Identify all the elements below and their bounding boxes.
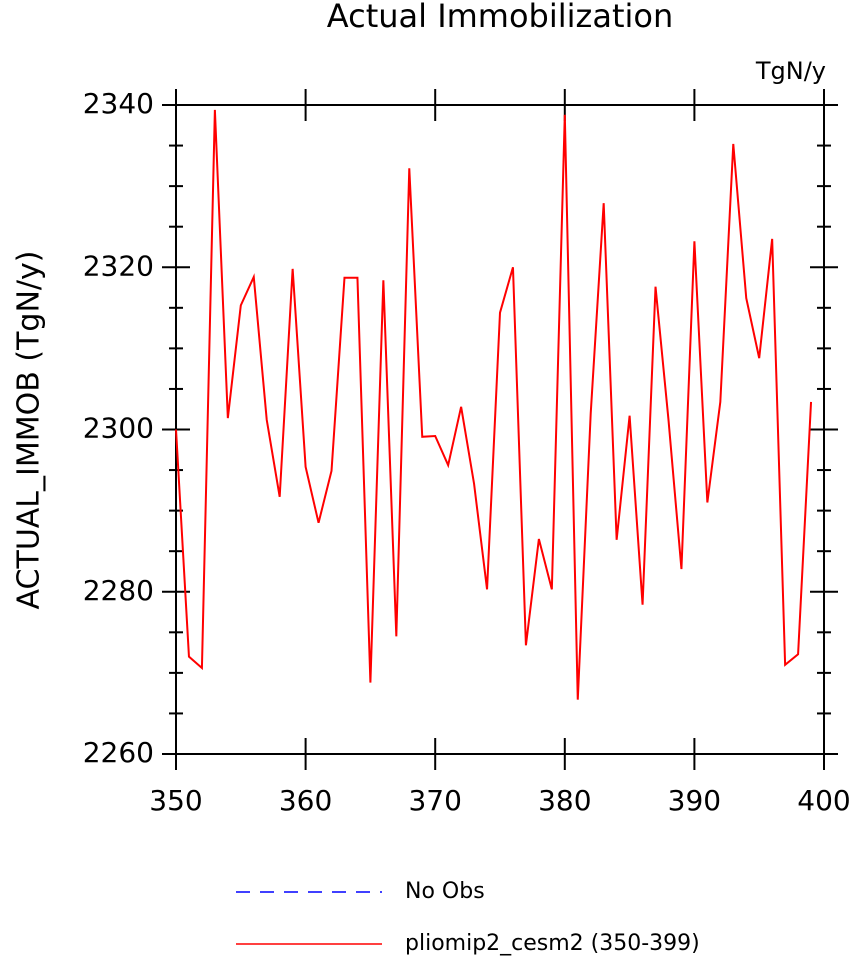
- x-tick-label: 370: [408, 784, 461, 817]
- x-tick-label: 390: [668, 784, 721, 817]
- legend-label: pliomip2_cesm2 (350-399): [405, 931, 700, 956]
- x-tick-label: 400: [797, 784, 850, 817]
- legend-label: No Obs: [405, 879, 485, 904]
- y-tick-label: 2280: [83, 574, 154, 607]
- y-tick-label: 2300: [83, 412, 154, 445]
- y-tick-label: 2320: [83, 249, 154, 282]
- x-tick-label: 350: [149, 784, 202, 817]
- plot-frame: [175, 104, 825, 755]
- units-label: TgN/y: [755, 57, 826, 85]
- y-tick-label: 2340: [83, 87, 154, 120]
- chart-title: Actual Immobilization: [327, 0, 673, 35]
- x-tick-label: 360: [279, 784, 332, 817]
- y-axis-label: ACTUAL_IMMOB (TgN/y): [12, 251, 47, 610]
- x-tick-label: 380: [538, 784, 591, 817]
- y-tick-label: 2260: [83, 736, 154, 769]
- data-line: [175, 109, 813, 700]
